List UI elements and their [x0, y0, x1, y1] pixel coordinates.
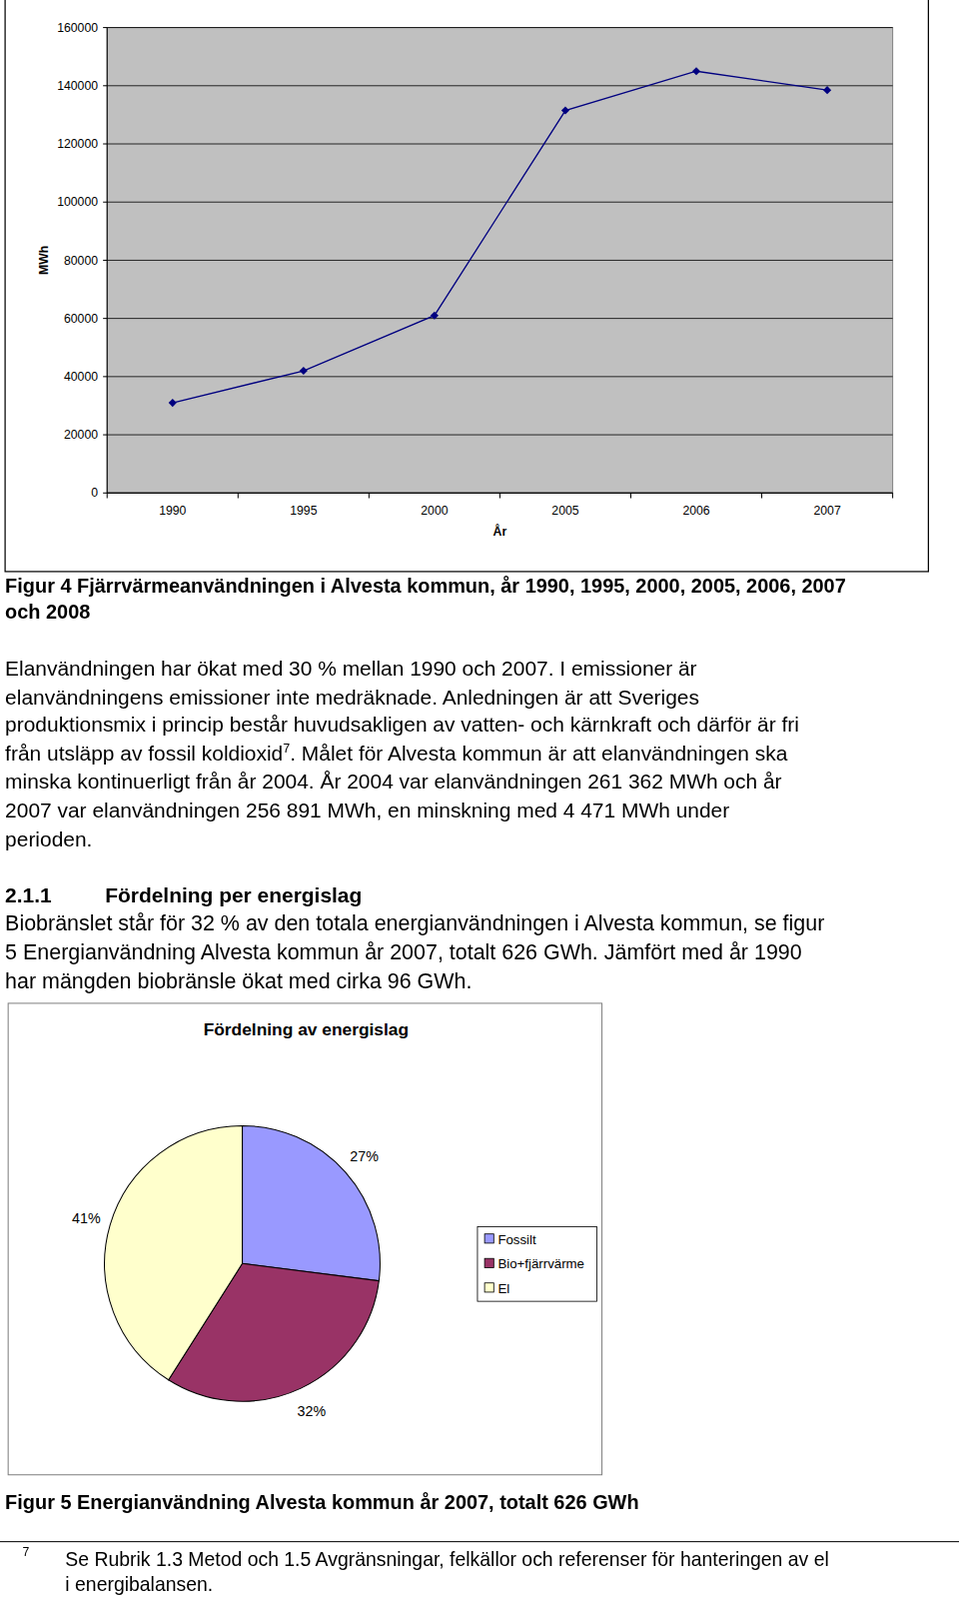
- point: [823, 85, 832, 94]
- grid-line: [106, 143, 893, 145]
- x-tick: [892, 492, 894, 498]
- y-tick: [102, 492, 107, 494]
- paragraph-line: produktionsmix i princip består huvudsak…: [4, 712, 800, 738]
- legend-label: Fossilt: [497, 1231, 537, 1247]
- plot-area: [106, 27, 893, 494]
- y-tick: [102, 142, 107, 144]
- point: [692, 66, 701, 75]
- chart-frame: [4, 0, 929, 572]
- x-tick-label: 2000: [420, 503, 448, 518]
- y-tick-label: 0: [90, 485, 98, 500]
- text-span: . Målet för Alvesta kommun är att elanvä…: [289, 741, 788, 765]
- grid-line: [106, 375, 893, 377]
- pie-title: Fördelning av energislag: [203, 1018, 409, 1039]
- y-tick: [102, 26, 107, 28]
- y-tick-label: 100000: [56, 194, 98, 209]
- point: [168, 398, 177, 407]
- heading-number: 2.1.1: [4, 882, 52, 908]
- footnote-rule: [0, 1540, 959, 1542]
- y-tick: [102, 259, 107, 261]
- pie-slice: [242, 1124, 381, 1280]
- data-label: 32%: [297, 1402, 327, 1419]
- x-tick: [761, 492, 763, 498]
- y-tick-label: 80000: [63, 253, 98, 268]
- figure-caption: Figur 5 Energianvändning Alvesta kommun …: [4, 1490, 639, 1515]
- y-tick-label: 140000: [56, 78, 98, 93]
- y-tick: [102, 317, 107, 319]
- y-tick: [102, 201, 107, 203]
- y-tick-label: 20000: [63, 427, 98, 442]
- y-tick-label: 60000: [63, 311, 98, 326]
- y-tick: [102, 434, 107, 436]
- grid-line: [106, 84, 893, 86]
- footnote-number: 7: [21, 1544, 29, 1560]
- x-axis-label: År: [493, 523, 508, 539]
- grid-line: [106, 259, 893, 261]
- figure-caption: Figur 4 Fjärrvärmeanvändningen i Alvesta…: [4, 574, 847, 599]
- series-line: [172, 70, 828, 403]
- legend-swatch: [484, 1257, 494, 1267]
- paragraph-line: elanvändningens emissioner inte medräkna…: [4, 684, 700, 710]
- x-tick: [499, 492, 501, 498]
- page: 0 20000 40000 60000 80000 100000 120000 140000 1…: [0, 0, 959, 1600]
- y-axis: [106, 27, 108, 494]
- paragraph-line: har mängden biobränsle ökat med cirka 96…: [4, 967, 472, 994]
- y-axis-label: MWh: [36, 245, 51, 275]
- legend-box: [477, 1226, 597, 1302]
- legend-swatch: [484, 1233, 494, 1243]
- legend-swatch: [484, 1282, 494, 1292]
- x-tick: [106, 492, 108, 498]
- pie-slice: [104, 1124, 243, 1379]
- y-tick: [102, 375, 107, 377]
- x-tick-label: 2006: [682, 503, 710, 518]
- pie-frame: [7, 1002, 602, 1475]
- grid-line: [106, 201, 893, 203]
- legend-label: Bio+fjärrvärme: [497, 1255, 585, 1271]
- point: [430, 311, 439, 320]
- grid-line: [106, 434, 893, 436]
- y-tick-label: 160000: [56, 20, 98, 35]
- point: [561, 105, 570, 114]
- y-tick-label: 120000: [56, 136, 98, 151]
- series-group: [168, 66, 832, 407]
- point: [299, 366, 308, 375]
- paragraph-line: minska kontinuerligt från år 2004. År 20…: [4, 769, 782, 795]
- grid-line: [106, 26, 893, 28]
- footnote-line: i energibalansen.: [64, 1573, 213, 1597]
- x-tick-label: 1995: [289, 503, 317, 518]
- figure-caption: och 2008: [4, 600, 90, 625]
- footnote-ref: 7: [282, 741, 290, 756]
- x-tick: [630, 492, 632, 498]
- paragraph-line: 5 Energianvändning Alvesta kommun år 200…: [4, 939, 803, 965]
- x-tick: [368, 492, 370, 498]
- paragraph-line: Biobränslet står för 32 % av den totala …: [4, 910, 825, 937]
- paragraph-line: perioden.: [4, 826, 92, 852]
- data-label: 41%: [71, 1209, 101, 1226]
- legend-label: El: [497, 1280, 510, 1296]
- x-tick-label: 1990: [158, 503, 186, 518]
- y-tick: [102, 84, 107, 86]
- paragraph-line: 2007 var elanvändningen 256 891 MWh, en …: [4, 797, 730, 823]
- x-tick-label: 2005: [551, 503, 579, 518]
- data-label: 27%: [349, 1147, 379, 1164]
- heading-title: Fördelning per energislag: [104, 882, 362, 908]
- grid-line: [106, 317, 893, 319]
- x-tick: [237, 492, 239, 498]
- paragraph-line: Elanvändningen har ökat med 30 % mellan …: [4, 655, 697, 681]
- paragraph-line: från utsläpp av fossil koldioxid7. Målet…: [4, 741, 788, 767]
- y-tick-label: 40000: [63, 369, 98, 384]
- x-tick-label: 2007: [813, 503, 841, 518]
- footnote-line: Se Rubrik 1.3 Metod och 1.5 Avgränsninga…: [64, 1547, 829, 1571]
- text-span: från utsläpp av fossil koldioxid: [4, 741, 283, 765]
